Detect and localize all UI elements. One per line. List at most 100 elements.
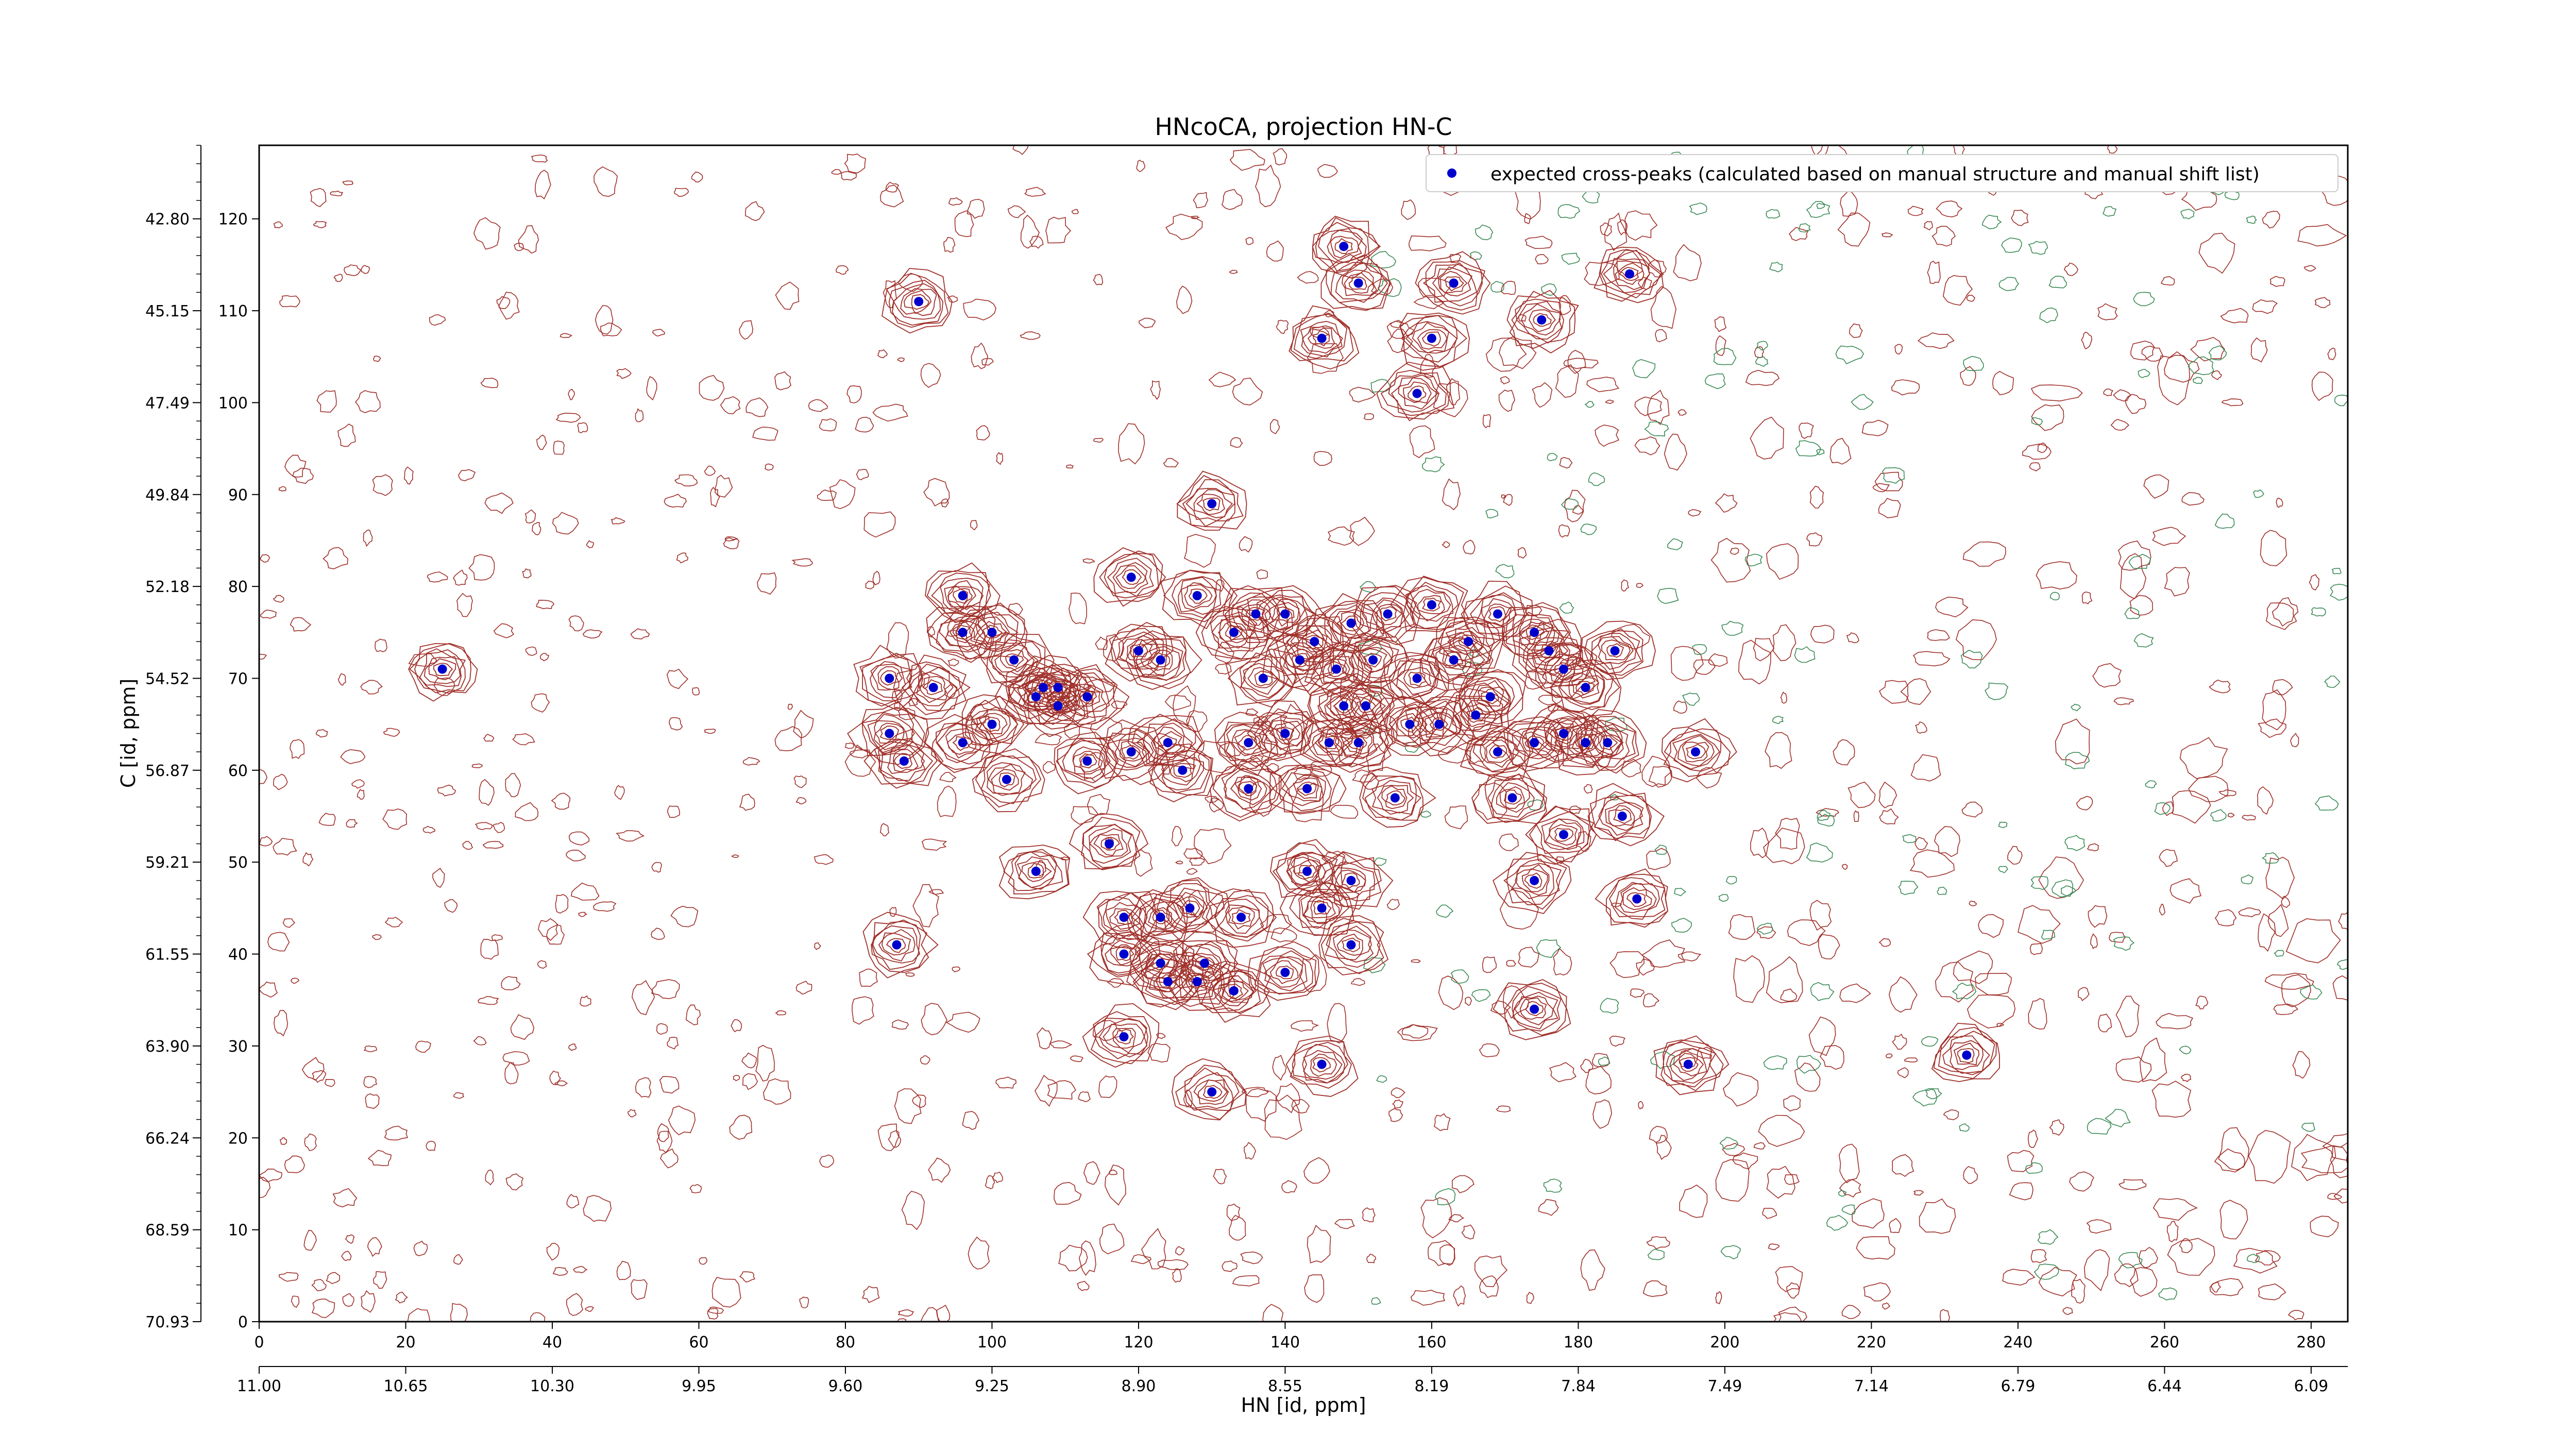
noise-contour: [1646, 848, 1671, 870]
peak-contour: [1163, 755, 1201, 786]
cross-peak-point: [1317, 333, 1327, 343]
noise-contour: [928, 1157, 951, 1183]
noise-contour: [1788, 227, 1809, 241]
negative-contour: [1718, 894, 1729, 902]
peak-contour: [853, 645, 923, 712]
noise-contour: [667, 805, 681, 818]
negative-contour: [1547, 453, 1558, 462]
noise-contour: [1049, 1040, 1073, 1049]
noise-contour: [1215, 579, 1225, 592]
noise-contour: [360, 1290, 376, 1313]
negative-contour: [1692, 644, 1707, 655]
peak-contour: [1159, 753, 1204, 790]
noise-contour: [1942, 275, 1973, 306]
peak-contour: [1399, 312, 1470, 371]
peak-contour: [1334, 238, 1353, 255]
legend: expected cross-peaks (calculated based o…: [1426, 154, 2338, 192]
noise-contour: [552, 1267, 568, 1276]
peak-contour: [1447, 627, 1485, 655]
noise-contour: [1255, 164, 1281, 208]
noise-contour: [2141, 345, 2164, 362]
peak-contour: [1325, 921, 1381, 968]
negative-contour: [1469, 251, 1482, 261]
peak-contour: [1578, 716, 1639, 771]
noise-contour: [1105, 1164, 1126, 1206]
peak-contour: [1303, 1050, 1343, 1080]
negative-contour: [1374, 857, 1387, 866]
peak-contour: [1105, 729, 1157, 771]
noise-contour: [774, 726, 803, 751]
negative-contour: [2188, 356, 2214, 376]
noise-contour: [1630, 988, 1645, 998]
noise-contour: [367, 1237, 382, 1257]
noise-contour: [1420, 353, 1436, 378]
noise-contour: [2090, 933, 2098, 950]
peak-contour: [1470, 592, 1528, 637]
peak-contour: [1950, 1040, 1984, 1070]
peak-contour: [1193, 1079, 1229, 1105]
negative-contour: [1689, 202, 1707, 215]
noise-contour: [2103, 389, 2114, 396]
noise-contour: [333, 274, 343, 282]
peak-contour: [1119, 740, 1146, 762]
y-tick-label: 60: [228, 762, 248, 780]
peak-contour: [1202, 497, 1221, 512]
noise-contour: [1648, 766, 1673, 788]
noise-contour: [1915, 721, 1927, 734]
noise-contour: [1386, 320, 1414, 339]
peak-contour: [1302, 325, 1343, 354]
noise-contour: [504, 1062, 519, 1085]
noise-contour: [879, 184, 904, 208]
noise-contour: [485, 1169, 494, 1186]
peak-contour: [1576, 709, 1647, 774]
noise-contour: [1710, 537, 1751, 583]
peak-contour: [1511, 298, 1565, 344]
peak-contour: [1391, 374, 1440, 413]
noise-contour: [752, 426, 778, 441]
noise-contour: [2209, 1278, 2244, 1296]
peak-contour: [989, 639, 1038, 678]
noise-contour: [1498, 389, 1515, 412]
x-ppm-tick-label: 6.44: [2147, 1377, 2182, 1395]
noise-contour: [877, 1123, 900, 1152]
noise-contour: [1553, 948, 1572, 976]
peak-contour: [433, 663, 453, 677]
negative-contour: [2154, 802, 2171, 815]
peak-contour: [882, 932, 911, 956]
noise-contour: [2009, 1182, 2033, 1201]
noise-contour: [1099, 1223, 1125, 1255]
cross-peak-point: [1610, 646, 1620, 655]
peak-contour: [1215, 895, 1269, 938]
cross-peak-point: [1339, 242, 1349, 251]
y-tick-label: 80: [228, 578, 248, 596]
noise-contour: [313, 221, 327, 228]
noise-contour: [1215, 642, 1234, 664]
peak-contour: [936, 722, 994, 765]
noise-contour: [1535, 254, 1549, 264]
peak-contour: [1335, 262, 1383, 303]
peak-contour: [1933, 1026, 1997, 1079]
peak-contour: [926, 570, 991, 623]
noise-contour: [326, 1272, 341, 1284]
peak-contour: [1289, 882, 1354, 936]
peak-contour: [1021, 861, 1052, 882]
noise-contour: [651, 927, 665, 940]
peak-contour: [1178, 577, 1217, 615]
noise-contour: [1775, 1266, 1803, 1292]
noise-contour: [1188, 889, 1205, 918]
peak-contour: [1067, 684, 1107, 713]
peak-contour: [1571, 677, 1600, 699]
noise-contour: [970, 520, 978, 531]
noise-contour: [787, 703, 793, 710]
peak-contour: [1380, 654, 1450, 709]
noise-contour: [819, 1154, 835, 1168]
noise-contour: [723, 537, 740, 550]
noise-contour: [1638, 1101, 1644, 1110]
noise-contour: [1297, 271, 1319, 284]
noise-contour: [568, 389, 575, 400]
noise-contour: [1688, 509, 1702, 517]
noise-contour: [1849, 323, 1863, 338]
peak-contour: [980, 755, 1037, 804]
noise-contour: [1266, 240, 1284, 262]
peak-contour: [1389, 577, 1470, 632]
